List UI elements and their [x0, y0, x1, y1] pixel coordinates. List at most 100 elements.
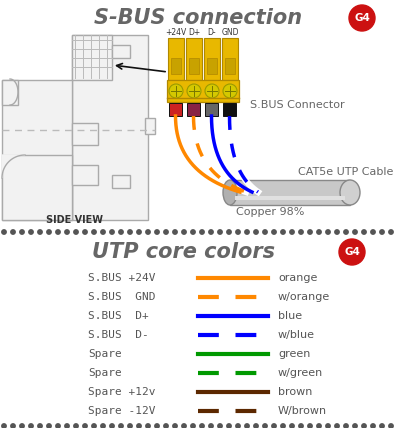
Circle shape [299, 424, 303, 428]
Circle shape [290, 424, 294, 428]
Bar [2, 80, 18, 105]
Text: Spare +12v: Spare +12v [88, 387, 156, 397]
Circle shape [187, 84, 201, 98]
Circle shape [169, 84, 183, 98]
Circle shape [205, 84, 219, 98]
Bar [112, 175, 130, 188]
Bar [235, 196, 345, 200]
Text: S.BUS Connector: S.BUS Connector [250, 100, 345, 110]
Bar [204, 38, 220, 80]
Circle shape [371, 230, 375, 234]
Bar [205, 103, 218, 116]
Circle shape [11, 424, 15, 428]
Circle shape [263, 230, 267, 234]
Circle shape [335, 424, 339, 428]
Circle shape [389, 424, 393, 428]
Text: Spare -12V: Spare -12V [88, 406, 156, 416]
Circle shape [218, 230, 222, 234]
Bar [171, 58, 181, 74]
Circle shape [128, 424, 132, 428]
Text: D-: D- [208, 27, 216, 36]
Text: G4: G4 [344, 247, 360, 257]
Circle shape [209, 230, 213, 234]
Circle shape [101, 230, 105, 234]
Circle shape [155, 424, 159, 428]
Text: orange: orange [278, 273, 317, 283]
Bar [2, 155, 72, 220]
Text: w/blue: w/blue [278, 330, 315, 340]
Bar [72, 35, 148, 220]
Polygon shape [2, 155, 25, 178]
Circle shape [236, 230, 240, 234]
Circle shape [380, 230, 384, 234]
Circle shape [335, 230, 339, 234]
Bar [207, 58, 217, 74]
Circle shape [317, 230, 321, 234]
Circle shape [371, 424, 375, 428]
Circle shape [299, 230, 303, 234]
Circle shape [254, 424, 258, 428]
Circle shape [191, 230, 195, 234]
Circle shape [245, 230, 249, 234]
Circle shape [281, 424, 285, 428]
Circle shape [47, 230, 51, 234]
Text: UTP core colors: UTP core colors [92, 242, 274, 262]
Bar [72, 165, 98, 185]
Circle shape [38, 230, 42, 234]
Circle shape [65, 230, 69, 234]
Circle shape [38, 424, 42, 428]
Bar [2, 80, 72, 220]
Circle shape [353, 424, 357, 428]
Circle shape [137, 230, 141, 234]
Circle shape [119, 230, 123, 234]
Circle shape [20, 424, 24, 428]
Circle shape [56, 424, 60, 428]
Circle shape [128, 230, 132, 234]
Circle shape [290, 230, 294, 234]
Circle shape [218, 424, 222, 428]
Circle shape [29, 424, 33, 428]
Text: D+: D+ [188, 27, 200, 36]
Circle shape [83, 230, 87, 234]
Circle shape [389, 230, 393, 234]
Circle shape [227, 230, 231, 234]
Circle shape [191, 424, 195, 428]
Circle shape [74, 230, 78, 234]
Bar [189, 58, 199, 74]
Circle shape [101, 424, 105, 428]
Circle shape [353, 230, 357, 234]
Circle shape [173, 424, 177, 428]
Circle shape [56, 230, 60, 234]
Circle shape [380, 424, 384, 428]
Text: Spare: Spare [88, 349, 122, 359]
Circle shape [146, 424, 150, 428]
Text: S.BUS  GND: S.BUS GND [88, 292, 156, 302]
Circle shape [339, 239, 365, 265]
Bar [186, 38, 202, 80]
Circle shape [245, 424, 249, 428]
Circle shape [200, 230, 204, 234]
Text: S.BUS +24V: S.BUS +24V [88, 273, 156, 283]
Bar [168, 38, 184, 80]
Text: W/brown: W/brown [278, 406, 327, 416]
Text: Copper 98%: Copper 98% [236, 207, 304, 217]
Circle shape [29, 230, 33, 234]
Bar [72, 35, 112, 80]
Circle shape [173, 230, 177, 234]
Bar [72, 123, 98, 145]
Bar [225, 58, 235, 74]
Bar [169, 103, 182, 116]
Circle shape [110, 424, 114, 428]
Circle shape [65, 424, 69, 428]
Text: S.BUS  D+: S.BUS D+ [88, 311, 149, 321]
Text: green: green [278, 349, 310, 359]
Bar [145, 118, 155, 134]
Bar [230, 180, 350, 205]
Circle shape [272, 230, 276, 234]
Circle shape [344, 424, 348, 428]
Bar [167, 80, 239, 102]
Circle shape [47, 424, 51, 428]
Circle shape [164, 230, 168, 234]
Circle shape [119, 424, 123, 428]
Circle shape [326, 230, 330, 234]
